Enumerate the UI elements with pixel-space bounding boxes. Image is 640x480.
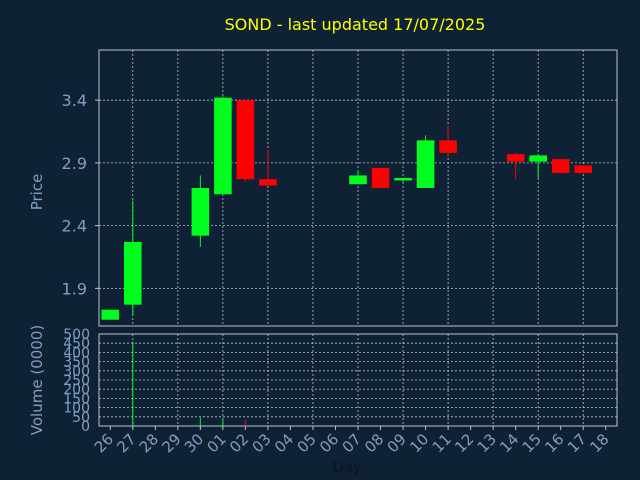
day-axis-label: Day [332,458,362,476]
candle-body [191,188,210,236]
price-tick-label: 3.4 [62,91,87,110]
volume-tick-label: 400 [63,345,90,361]
volume-tick-label: 250 [63,373,90,389]
candle-body [439,140,457,153]
volume-tick-label: 300 [63,364,90,380]
volume-tick-label: 500 [63,327,90,343]
volume-tick-label: 450 [63,336,90,352]
price-tick-label: 2.4 [62,217,87,236]
price-tick-label: 2.9 [62,154,87,173]
chart-title: SOND - last updated 17/07/2025 [225,15,486,34]
volume-tick-label: 50 [72,410,90,426]
volume-tick-label: 0 [81,419,90,435]
candle-body [101,309,120,320]
volume-tick-label: 350 [63,355,90,371]
price-axis-label: Price [28,174,46,211]
candle-body [574,165,593,173]
candle-body [551,159,570,173]
candle-body [394,177,412,181]
candle-body [349,175,367,185]
candle-body [123,241,142,305]
candle-body [506,154,525,162]
candle-body [529,155,547,162]
candle-body [259,179,277,186]
volume-axis-label: Volume (0000) [28,325,46,435]
volume-tick-label: 200 [63,382,90,398]
price-panel: 1.9 2.4 2.9 3.4 [62,49,618,327]
candle-body [236,100,255,180]
price-tick-label: 1.9 [62,279,87,298]
volume-tick-label: 100 [63,401,90,417]
candle-body [416,140,435,188]
candle-body [371,167,390,188]
volume-tick-label: 150 [63,391,90,407]
candle-body [214,97,232,195]
